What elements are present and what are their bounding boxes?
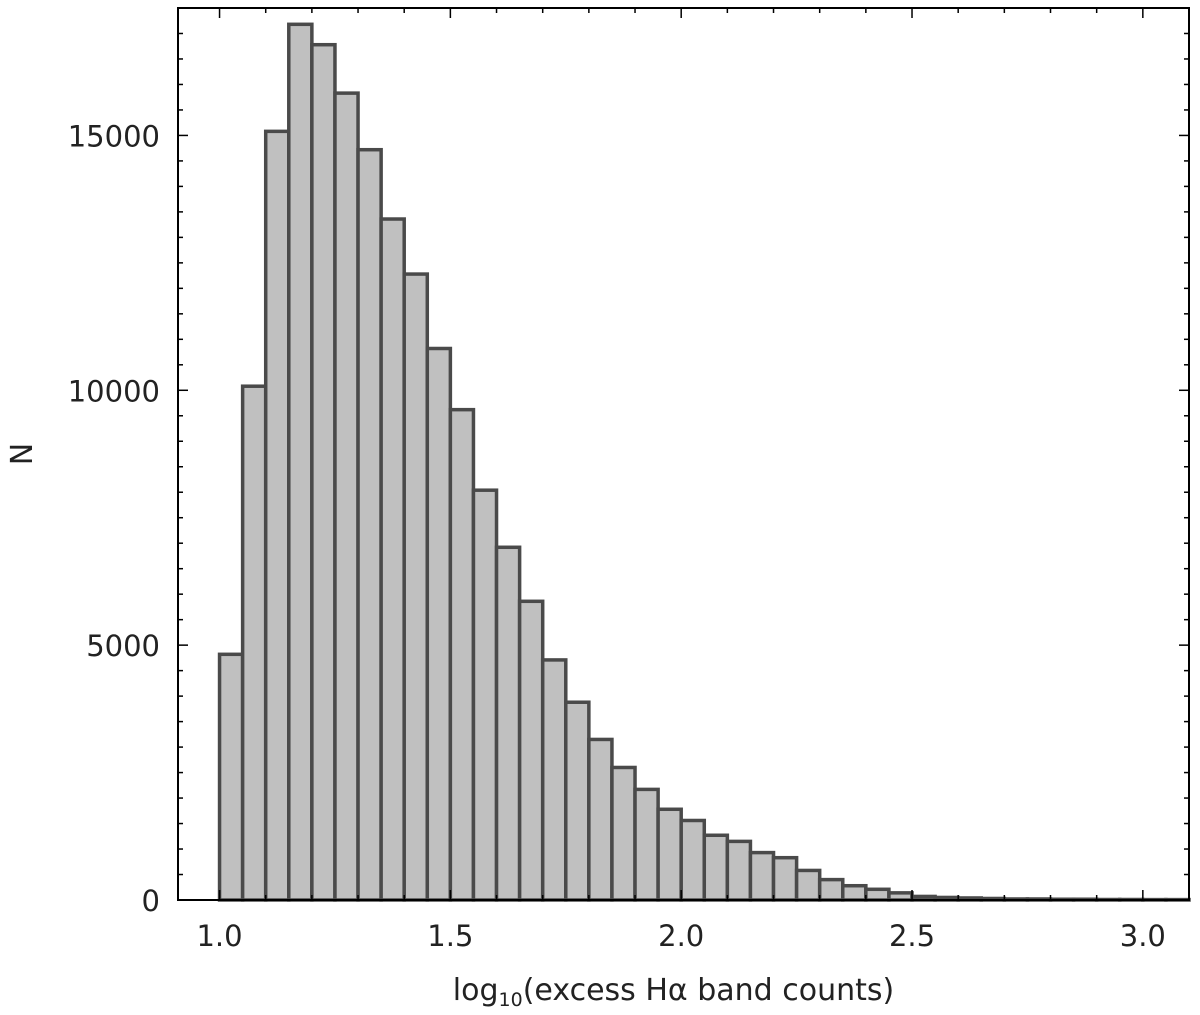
histogram-bars xyxy=(217,22,1191,902)
y-tick-labels: 0 5000 10000 15000 xyxy=(68,119,160,918)
y-axis-label: N xyxy=(5,443,40,465)
histogram-bar xyxy=(310,42,337,902)
histogram-bar xyxy=(287,22,314,902)
x-axis-label-prefix: log xyxy=(453,973,499,1008)
histogram-bar xyxy=(379,217,406,902)
histogram-bar xyxy=(887,891,914,902)
histogram-bar xyxy=(794,868,822,902)
x-axis-label: log10(excess Hα band counts) xyxy=(453,973,894,1011)
histogram-bar xyxy=(471,488,499,902)
histogram-bar xyxy=(540,658,568,902)
plot-frame xyxy=(177,7,1190,901)
histogram-bar xyxy=(425,346,453,902)
histogram-bar xyxy=(356,147,383,902)
histogram-bar xyxy=(448,407,476,902)
histogram-bar xyxy=(841,883,868,902)
y-tick-label: 5000 xyxy=(86,629,160,663)
x-tick-label: 3.0 xyxy=(1120,919,1166,953)
y-tick-label: 15000 xyxy=(68,119,160,153)
histogram-bar xyxy=(702,833,730,902)
histogram-bar xyxy=(494,545,522,902)
x-axis-label-subscript: 10 xyxy=(499,989,523,1011)
histogram-bar xyxy=(263,129,291,902)
histogram-bar xyxy=(771,855,799,902)
histogram-bar xyxy=(725,839,753,902)
x-tick-label: 2.0 xyxy=(658,919,704,953)
y-tick-label: 0 xyxy=(142,884,160,918)
histogram-bar xyxy=(679,818,707,902)
histogram-bar xyxy=(564,700,591,902)
x-tick-label: 2.5 xyxy=(889,919,935,953)
histogram-bar xyxy=(402,272,430,902)
histogram-bar xyxy=(864,887,891,902)
x-tick-label: 1.0 xyxy=(196,919,242,953)
x-tick-labels: 1.0 1.5 2.0 2.5 3.0 xyxy=(196,919,1165,953)
histogram-bar xyxy=(633,787,660,902)
y-tick-label: 10000 xyxy=(68,374,160,408)
histogram-bar xyxy=(587,737,614,902)
histogram-bar xyxy=(817,877,845,902)
histogram-bar xyxy=(610,765,637,902)
histogram-bar xyxy=(333,91,360,902)
histogram-bar xyxy=(517,599,545,902)
x-axis-label-suffix: (excess Hα band counts) xyxy=(523,973,894,1008)
histogram-bar xyxy=(748,850,776,902)
histogram-bar xyxy=(217,652,245,902)
histogram-bar xyxy=(656,807,683,902)
x-tick-label: 1.5 xyxy=(427,919,473,953)
histogram-bar xyxy=(240,384,268,902)
